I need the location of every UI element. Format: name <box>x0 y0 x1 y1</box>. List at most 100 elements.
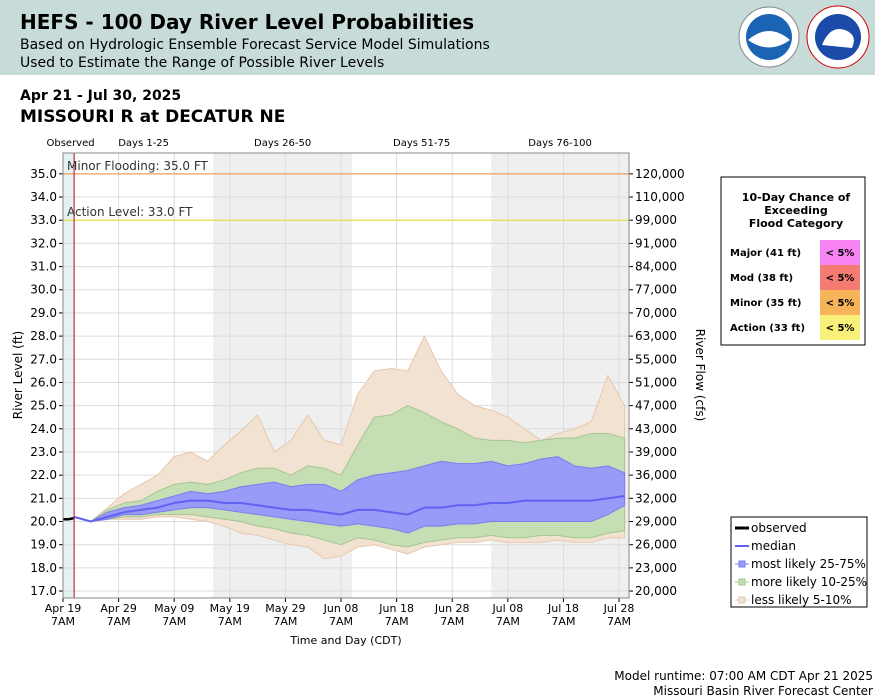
table-title: 10-Day Chance of <box>742 191 851 204</box>
y-tick-label: 35.0 <box>30 167 57 181</box>
chart-title: MISSOURI R at DECATUR NE <box>20 107 285 127</box>
x-tick-label: Jul 18 <box>547 602 579 615</box>
table-cell <box>820 240 860 265</box>
x-tick-label: Apr 19 <box>45 602 82 615</box>
period-label: Days 51-75 <box>393 138 450 149</box>
x-tick-time: 7AM <box>162 615 186 628</box>
table-cell <box>820 315 860 340</box>
x-tick-label: Jun 18 <box>378 602 414 615</box>
forecast-center: Missouri Basin River Forecast Center <box>653 684 873 698</box>
y-tick-label: 21.0 <box>30 491 57 505</box>
legend: observed median most likely 25-75% more lik… <box>730 516 868 608</box>
period-label: Days 76-100 <box>528 138 592 149</box>
y-tick-label: 30.0 <box>30 283 57 297</box>
period-label: Observed <box>46 138 94 149</box>
y-tick-label: 32.0 <box>30 236 57 250</box>
y2-tick-label: 70,000 <box>635 306 677 320</box>
legend-swatch <box>738 560 746 568</box>
y2-tick-label: 32,000 <box>635 491 677 505</box>
plot-area <box>63 153 629 598</box>
x-tick-time: 7AM <box>385 615 409 628</box>
x-tick-label: Jun 08 <box>323 602 359 615</box>
table-chance: < 5% <box>826 248 855 259</box>
flood-label: Action Level: 33.0 FT <box>67 205 193 219</box>
table-chance: < 5% <box>826 298 855 309</box>
x-axis-title: Time and Day (CDT) <box>289 634 401 647</box>
header-band <box>0 0 875 75</box>
y-tick-label: 17.0 <box>30 584 57 598</box>
x-tick-time: 7AM <box>329 615 353 628</box>
y-tick-label: 24.0 <box>30 422 57 436</box>
subtitle: Based on Hydrologic Ensemble Forecast Se… <box>20 37 490 53</box>
x-tick-time: 7AM <box>51 615 75 628</box>
y-tick-label: 19.0 <box>30 538 57 552</box>
y2-tick-label: 20,000 <box>635 584 677 598</box>
x-tick-label: May 29 <box>265 602 305 615</box>
table-cell <box>820 290 860 315</box>
page-title: HEFS - 100 Day River Level Probabilities <box>20 10 474 34</box>
table-chance: < 5% <box>826 323 855 334</box>
x-tick-label: Jul 28 <box>603 602 635 615</box>
x-tick-label: Jun 28 <box>434 602 470 615</box>
observed-line <box>63 516 75 521</box>
y2-tick-label: 99,000 <box>635 213 677 227</box>
y2-tick-label: 29,000 <box>635 515 677 529</box>
x-tick-time: 7AM <box>218 615 242 628</box>
period-shade <box>74 153 214 598</box>
y2-tick-label: 120,000 <box>635 167 685 181</box>
legend-label: most likely 25-75% <box>751 557 866 571</box>
x-tick-time: 7AM <box>607 615 631 628</box>
y-tick-label: 31.0 <box>30 260 57 274</box>
x-tick-time: 7AM <box>273 615 297 628</box>
noaa-logo <box>738 6 800 68</box>
period-shade <box>63 153 75 598</box>
x-tick-label: Apr 29 <box>100 602 137 615</box>
x-tick-label: Jul 08 <box>491 602 523 615</box>
y2-tick-label: 63,000 <box>635 329 677 343</box>
y-tick-label: 20.0 <box>30 515 57 529</box>
y2-tick-label: 39,000 <box>635 445 677 459</box>
y2-tick-label: 47,000 <box>635 399 677 413</box>
table-category: Minor (35 ft) <box>730 298 801 309</box>
y2-axis-title: River Flow (cfs) <box>693 329 707 422</box>
x-tick-label: May 19 <box>210 602 250 615</box>
y2-tick-label: 43,000 <box>635 422 677 436</box>
period-label: Days 26-50 <box>254 138 311 149</box>
y-tick-label: 25.0 <box>30 399 57 413</box>
y2-tick-label: 55,000 <box>635 352 677 366</box>
period-label: Days 1-25 <box>118 138 169 149</box>
runtime: Model runtime: 07:00 AM CDT Apr 21 2025 <box>614 669 873 683</box>
x-tick-time: 7AM <box>496 615 520 628</box>
plot-frame <box>62 152 630 599</box>
median-line <box>73 495 625 523</box>
legend-label: less likely 5-10% <box>751 593 852 607</box>
flood-label: Minor Flooding: 35.0 FT <box>67 159 209 173</box>
legend-swatch <box>738 596 746 604</box>
table-category: Action (33 ft) <box>730 323 805 334</box>
date-range: Apr 21 - Jul 30, 2025 <box>20 88 181 104</box>
table-category: Major (41 ft) <box>730 248 801 259</box>
nws-logo <box>806 5 870 69</box>
y2-tick-label: 23,000 <box>635 561 677 575</box>
x-tick-time: 7AM <box>440 615 464 628</box>
y-tick-label: 18.0 <box>30 561 57 575</box>
legend-label: observed <box>751 521 807 535</box>
legend-box <box>730 516 868 608</box>
y-tick-label: 23.0 <box>30 445 57 459</box>
y-tick-label: 22.0 <box>30 468 57 482</box>
legend-label: median <box>751 539 796 553</box>
x-tick-label: May 09 <box>154 602 194 615</box>
y-tick-label: 33.0 <box>30 213 57 227</box>
y2-tick-label: 51,000 <box>635 375 677 389</box>
y-tick-label: 28.0 <box>30 329 57 343</box>
x-tick-time: 7AM <box>107 615 131 628</box>
x-tick-time: 7AM <box>551 615 575 628</box>
y-tick-label: 29.0 <box>30 306 57 320</box>
y2-tick-label: 91,000 <box>635 236 677 250</box>
y2-tick-label: 110,000 <box>635 190 685 204</box>
probability-band <box>73 456 626 534</box>
table-cell <box>820 265 860 290</box>
legend-swatch <box>738 578 746 586</box>
